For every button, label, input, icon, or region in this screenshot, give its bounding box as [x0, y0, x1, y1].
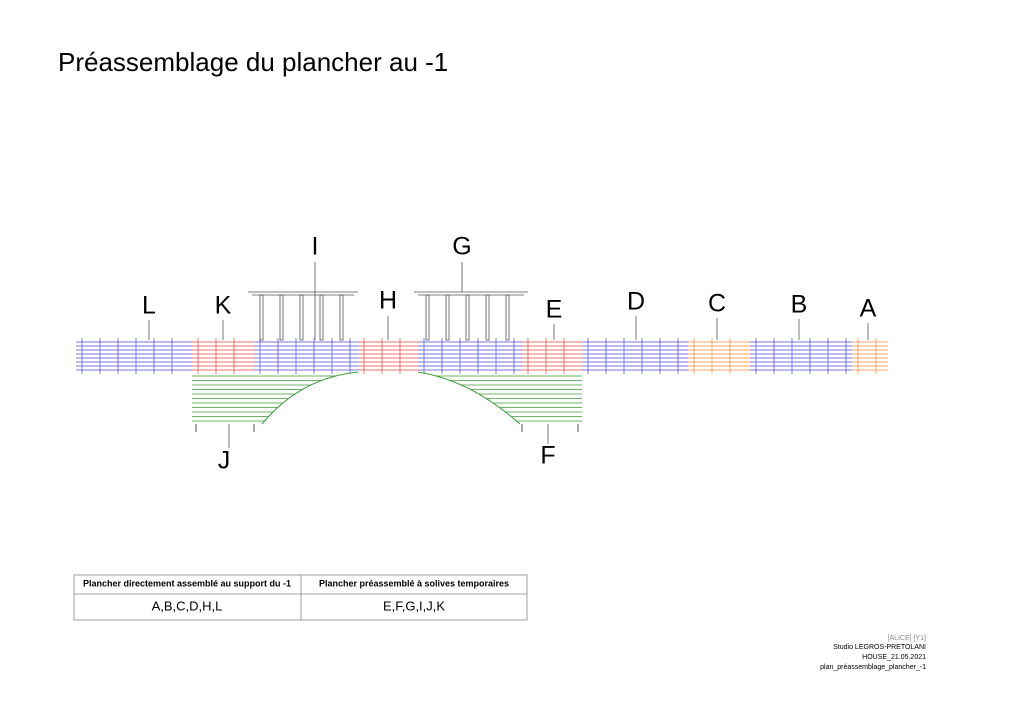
label: A	[860, 295, 877, 323]
labels: I G L K H E D C B A J F	[142, 233, 877, 475]
frame-post	[465, 294, 470, 341]
table-header: Plancher préassemblé à solives temporair…	[319, 578, 509, 588]
footer-line: [ALICE] [Y1]	[887, 635, 926, 642]
frame-post	[445, 294, 450, 341]
label: B	[791, 291, 808, 319]
floor-segment	[852, 338, 888, 374]
floor-segment	[522, 338, 582, 374]
floor-plan	[76, 262, 888, 448]
frame-post	[425, 294, 430, 341]
label: F	[540, 442, 555, 470]
frame-post	[505, 294, 510, 341]
frame-post	[319, 294, 324, 341]
label: D	[627, 288, 645, 316]
floor-segment	[358, 338, 418, 374]
floor-segment	[418, 338, 522, 374]
legend-table	[73, 574, 528, 621]
floor-segment	[76, 338, 192, 374]
footer-line: Studio LEGROS-PRETOLANI	[833, 644, 926, 651]
label: I	[312, 233, 319, 261]
frame-post	[259, 294, 264, 341]
scaffold-frame	[414, 291, 528, 341]
floor-segment	[750, 338, 852, 374]
footer-line: HOUSE_21.05.2021	[862, 654, 926, 661]
table-cell: E,F,G,I,J,K	[383, 598, 445, 613]
floor-segment	[192, 338, 254, 374]
floor-segment	[688, 338, 750, 374]
arc-outline	[417, 371, 521, 425]
floor-segment	[582, 338, 688, 374]
label: C	[708, 290, 726, 318]
temporary-joists	[192, 375, 358, 422]
arc-outline	[261, 371, 359, 425]
label: L	[142, 292, 156, 320]
frame-post	[279, 294, 284, 341]
table-header: Plancher directement assemblé au support…	[83, 578, 291, 588]
frame-post	[485, 294, 490, 341]
label: H	[379, 287, 397, 315]
frame-post	[339, 294, 344, 341]
label: K	[215, 292, 232, 320]
table-border	[73, 574, 528, 621]
table-cell: A,B,C,D,H,L	[152, 598, 223, 613]
temporary-joists	[418, 375, 582, 422]
scaffold-frame	[248, 291, 358, 341]
title: Préassemblage du plancher au -1	[58, 47, 448, 77]
footer-line: plan_préassemblage_plancher_-1	[820, 664, 926, 671]
label: J	[218, 447, 231, 475]
label: G	[452, 233, 471, 261]
frame-post	[299, 294, 304, 341]
floor-segment	[254, 338, 358, 374]
label: E	[546, 296, 563, 324]
